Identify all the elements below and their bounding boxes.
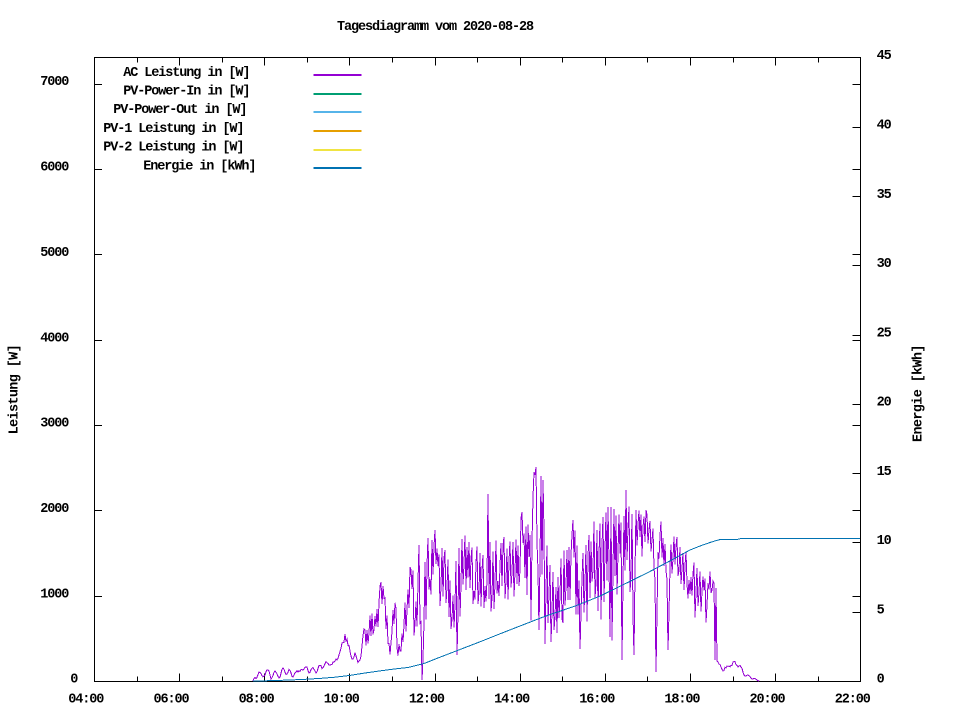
svg-text:14:00: 14:00	[494, 693, 530, 708]
svg-text:4000: 4000	[40, 331, 69, 346]
svg-text:10:00: 10:00	[324, 693, 360, 708]
svg-text:2000: 2000	[40, 502, 69, 517]
svg-text:12:00: 12:00	[409, 693, 445, 708]
svg-text:5: 5	[877, 603, 885, 618]
svg-text:PV-1 Leistung in [W]: PV-1 Leistung in [W]	[103, 122, 243, 137]
svg-text:0: 0	[877, 673, 885, 688]
svg-text:7000: 7000	[40, 75, 69, 90]
svg-text:PV-Power-Out in [W]: PV-Power-Out in [W]	[113, 103, 246, 118]
svg-text:Energie in [kWh]: Energie in [kWh]	[143, 159, 255, 174]
svg-text:20: 20	[877, 396, 892, 411]
svg-text:PV-Power-In in [W]: PV-Power-In in [W]	[123, 85, 249, 100]
svg-text:40: 40	[877, 119, 892, 134]
svg-text:15: 15	[877, 465, 892, 480]
svg-text:6000: 6000	[40, 161, 69, 176]
svg-text:0: 0	[70, 673, 78, 688]
svg-text:04:00: 04:00	[68, 693, 104, 708]
svg-text:30: 30	[877, 257, 892, 272]
svg-text:35: 35	[877, 188, 892, 203]
svg-text:45: 45	[877, 49, 892, 64]
svg-text:Energie [kWh]: Energie [kWh]	[912, 345, 927, 442]
svg-text:3000: 3000	[40, 417, 69, 432]
svg-text:Leistung [W]: Leistung [W]	[8, 345, 23, 434]
svg-text:16:00: 16:00	[579, 693, 615, 708]
svg-text:PV-2 Leistung in [W]: PV-2 Leistung in [W]	[103, 141, 243, 156]
svg-text:25: 25	[877, 326, 892, 341]
svg-text:20:00: 20:00	[750, 693, 786, 708]
svg-text:5000: 5000	[40, 246, 69, 261]
svg-text:10: 10	[877, 534, 892, 549]
svg-text:08:00: 08:00	[239, 693, 275, 708]
svg-text:AC Leistung in [W]: AC Leistung in [W]	[123, 66, 249, 81]
svg-text:18:00: 18:00	[664, 693, 700, 708]
svg-text:Tagesdiagramm vom 2020-08-28: Tagesdiagramm vom 2020-08-28	[337, 20, 534, 35]
svg-text:1000: 1000	[40, 587, 69, 602]
svg-text:06:00: 06:00	[154, 693, 190, 708]
svg-text:22:00: 22:00	[835, 693, 871, 708]
